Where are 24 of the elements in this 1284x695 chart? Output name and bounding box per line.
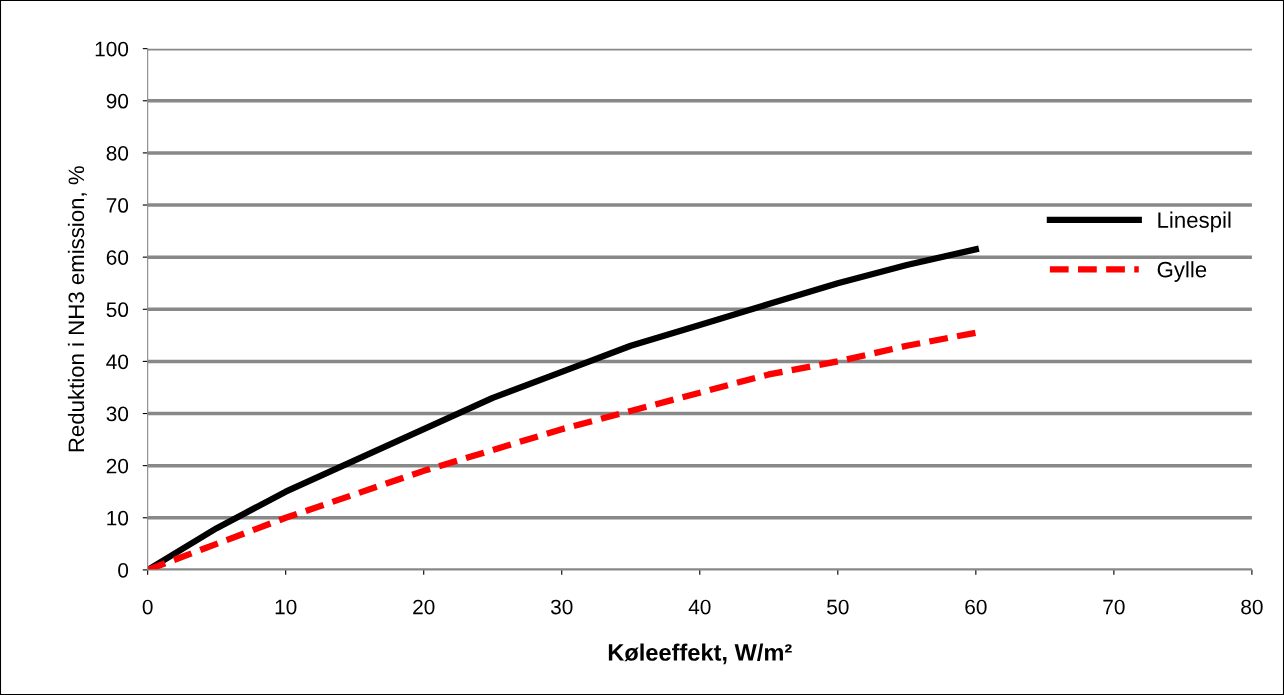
y-tick-label: 50: [106, 302, 129, 318]
x-axis-title: Køleeffekt, W/m²: [608, 643, 792, 665]
y-tick-label: 0: [118, 562, 129, 578]
x-tick-label: 10: [275, 599, 297, 615]
y-tick-label: 80: [106, 145, 129, 161]
y-tick-label: 90: [106, 93, 129, 109]
legend-label: Gylle: [1157, 261, 1207, 282]
legend-label: Linespil: [1158, 211, 1231, 233]
y-tick-label: 20: [106, 458, 129, 474]
y-tick-label: 10: [107, 510, 129, 526]
x-tick-label: 80: [1241, 599, 1263, 615]
x-tick-label: 20: [413, 599, 435, 615]
x-tick-label: 0: [142, 599, 153, 615]
x-tick-label: 50: [827, 599, 849, 615]
y-tick-label: 60: [106, 250, 129, 265]
x-tick-label: 60: [965, 599, 987, 615]
y-tick-label: 40: [106, 354, 129, 370]
y-tick-label: 70: [106, 198, 129, 213]
y-axis-title: Reduktion i NH3 emission, %: [67, 166, 87, 452]
y-tick-label: 30: [106, 406, 129, 422]
x-tick-label: 70: [1103, 599, 1125, 615]
x-tick-label: 40: [688, 599, 711, 615]
x-tick-label: 30: [550, 599, 573, 615]
y-tick-label: 100: [95, 41, 129, 57]
